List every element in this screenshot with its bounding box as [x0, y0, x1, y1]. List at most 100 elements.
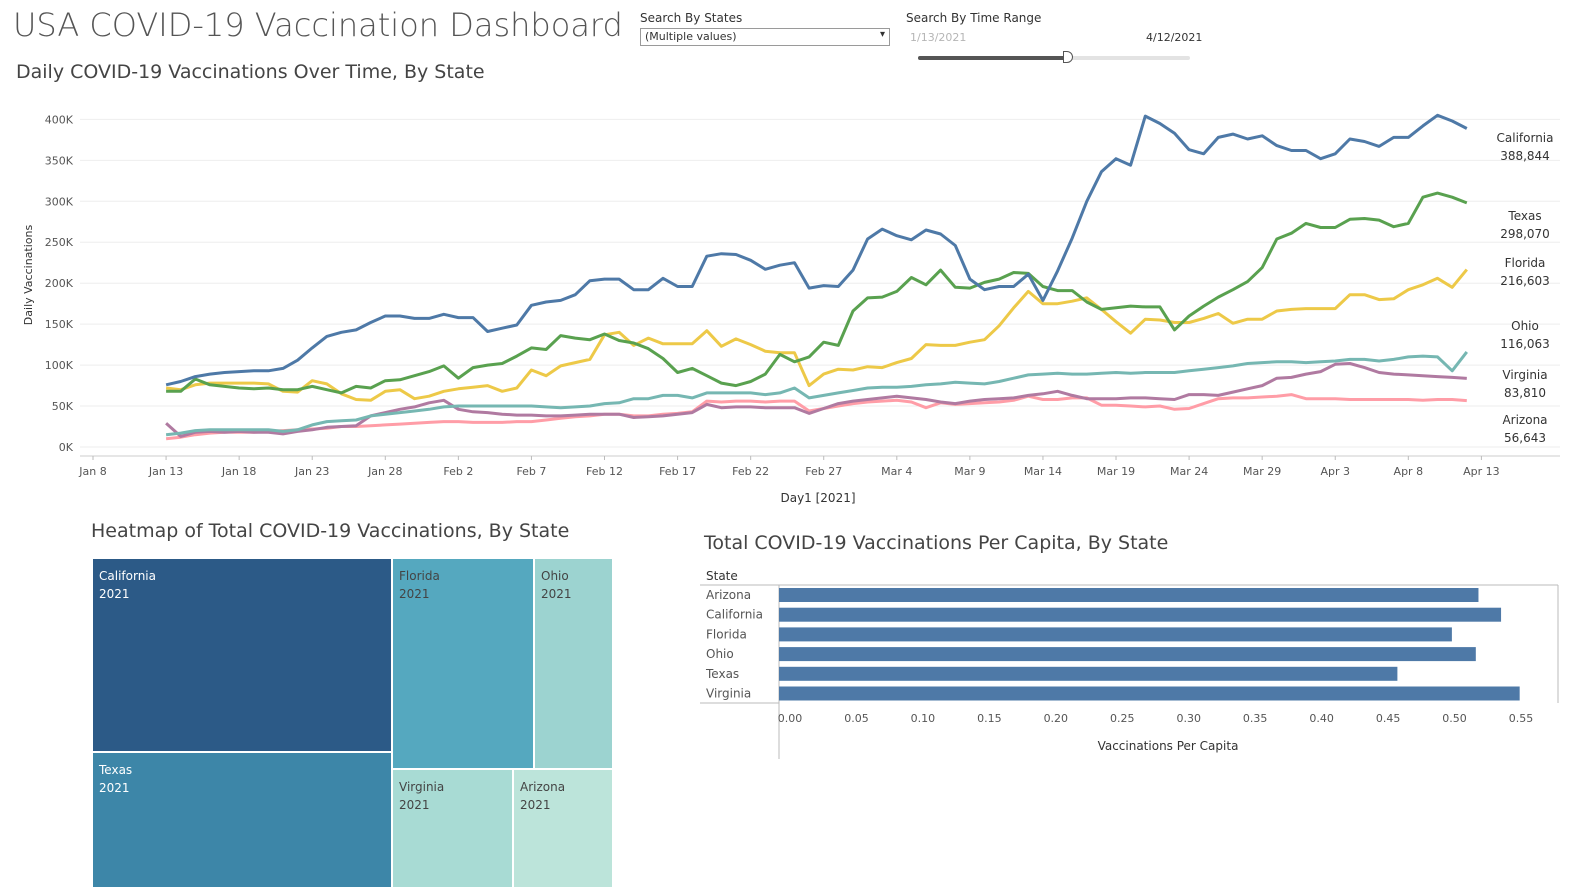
- bar-california[interactable]: [779, 607, 1502, 622]
- states-filter-label: Search By States: [640, 11, 743, 25]
- end-label-value: 83,810: [1504, 386, 1546, 400]
- end-label-value: 298,070: [1500, 227, 1550, 241]
- bar-x-tick: 0.55: [1509, 712, 1534, 725]
- line-chart-y-tick: 0K: [59, 441, 74, 454]
- bar-x-tick: 0.05: [844, 712, 869, 725]
- line-chart-x-tick: Jan 23: [294, 465, 329, 478]
- bar-x-tick: 0.30: [1176, 712, 1201, 725]
- end-label-state: Arizona: [1502, 413, 1547, 427]
- treemap-cell-arizona[interactable]: Arizona 2021: [513, 769, 613, 888]
- end-label-state: Ohio: [1511, 319, 1539, 333]
- end-label-arizona: Arizona 56,643: [1502, 413, 1547, 445]
- line-chart-y-tick: 50K: [52, 400, 74, 413]
- treemap-cell-year: 2021: [99, 587, 130, 601]
- dashboard-title: USA COVID-19 Vaccination Dashboard: [13, 6, 623, 44]
- line-chart-x-tick: Apr 3: [1320, 465, 1350, 478]
- line-chart-x-tick: Jan 28: [367, 465, 402, 478]
- series-line-florida[interactable]: [165, 268, 1468, 402]
- series-line-california[interactable]: [165, 113, 1468, 387]
- bar-x-tick: 0.25: [1110, 712, 1135, 725]
- bar-chart-row-header: State: [706, 569, 738, 583]
- line-chart-y-tick: 200K: [45, 277, 74, 290]
- bar-x-tick: 0.35: [1243, 712, 1268, 725]
- treemap-cell-state: Florida: [399, 569, 440, 583]
- line-chart-x-tick: Mar 14: [1024, 465, 1062, 478]
- treemap-cell-state: Ohio: [541, 569, 569, 583]
- bar-category-label: Virginia: [706, 687, 751, 701]
- end-label-florida: Florida 216,603: [1500, 256, 1550, 288]
- bar-virginia[interactable]: [779, 686, 1520, 701]
- bar-x-tick: 0.45: [1376, 712, 1401, 725]
- bar-category-label: Florida: [706, 627, 747, 641]
- end-label-state: California: [1497, 131, 1554, 145]
- range-end-value: 4/12/2021: [1146, 31, 1203, 44]
- line-chart-x-tick: Mar 4: [881, 465, 912, 478]
- treemap-cell-year: 2021: [520, 798, 551, 812]
- treemap-cell-florida[interactable]: Florida 2021: [392, 558, 534, 769]
- bar-x-tick: 0.15: [977, 712, 1002, 725]
- bar-chart-title: Total COVID-19 Vaccinations Per Capita, …: [704, 532, 1169, 554]
- end-label-state: Virginia: [1502, 368, 1547, 382]
- bar-texas[interactable]: [779, 666, 1398, 681]
- treemap-cell-year: 2021: [399, 587, 430, 601]
- line-chart-y-tick: 300K: [45, 195, 74, 208]
- end-label-texas: Texas 298,070: [1500, 209, 1550, 241]
- time-range-label: Search By Time Range: [906, 11, 1042, 25]
- line-chart-x-tick: Mar 9: [954, 465, 985, 478]
- line-chart-y-tick: 150K: [45, 318, 74, 331]
- line-chart-x-tick: Apr 13: [1463, 465, 1500, 478]
- series-line-texas[interactable]: [166, 191, 1468, 395]
- treemap-cell-state: California: [99, 569, 156, 583]
- treemap-cell-state: Virginia: [399, 780, 445, 794]
- bar-category-label: California: [706, 608, 763, 622]
- line-chart-x-tick: Mar 24: [1170, 465, 1208, 478]
- vaccinations-treemap: California 2021 Texas 2021 Florida 2021 …: [92, 558, 613, 888]
- states-filter-value: (Multiple values): [645, 30, 737, 43]
- line-chart-x-tick: Feb 2: [443, 465, 473, 478]
- line-chart-x-tick: Apr 8: [1394, 465, 1424, 478]
- per-capita-bar-chart: State Arizona California Florida Ohio Texas V…: [700, 569, 1559, 759]
- time-range-slider-handle[interactable]: [1063, 51, 1074, 63]
- bar-x-tick: 0.10: [911, 712, 936, 725]
- series-line-ohio[interactable]: [165, 350, 1468, 437]
- bar-x-tick: 0.20: [1044, 712, 1069, 725]
- treemap-title: Heatmap of Total COVID-19 Vaccinations, …: [91, 520, 570, 542]
- bar-category-label: Arizona: [706, 588, 751, 602]
- line-chart-x-tick: Feb 12: [586, 465, 623, 478]
- line-chart-x-tick: Jan 8: [78, 465, 106, 478]
- line-chart-x-tick: Feb 17: [659, 465, 696, 478]
- bar-category-label: Ohio: [706, 647, 734, 661]
- bar-florida[interactable]: [779, 627, 1452, 642]
- end-label-virginia: Virginia 83,810: [1502, 368, 1547, 400]
- treemap-cell-california[interactable]: California 2021: [92, 558, 392, 752]
- treemap-cell-texas[interactable]: Texas 2021: [92, 752, 392, 888]
- bar-x-tick: 0.50: [1442, 712, 1467, 725]
- bar-chart-x-axis-label: Vaccinations Per Capita: [1098, 739, 1239, 753]
- end-label-value: 56,643: [1504, 431, 1546, 445]
- states-filter-dropdown[interactable]: (Multiple values) ▾: [640, 28, 890, 46]
- time-range-slider-fill: [918, 56, 1071, 60]
- line-chart-x-tick: Jan 18: [221, 465, 256, 478]
- bar-x-tick: 0.00: [778, 712, 803, 725]
- range-start-value: 1/13/2021: [910, 31, 967, 44]
- bar-arizona[interactable]: [779, 588, 1479, 602]
- bar-x-tick: 0.40: [1309, 712, 1334, 725]
- line-chart-x-tick: Feb 7: [516, 465, 546, 478]
- line-chart-y-tick: 350K: [45, 154, 74, 167]
- treemap-cell-year: 2021: [99, 781, 130, 795]
- line-chart-x-tick: Feb 22: [732, 465, 769, 478]
- daily-vaccinations-line-chart: 0K 50K 100K 150K 200K 250K 300K 350K 400K Jan 8 J…: [22, 113, 1560, 505]
- bar-ohio[interactable]: [779, 647, 1476, 662]
- line-chart-x-tick: Mar 19: [1097, 465, 1135, 478]
- treemap-cell-year: 2021: [541, 587, 572, 601]
- line-chart-x-tick: Jan 13: [148, 465, 183, 478]
- end-label-ohio: Ohio 116,063: [1500, 319, 1550, 351]
- treemap-cell-ohio[interactable]: Ohio 2021: [534, 558, 613, 769]
- line-chart-x-axis-label: Day1 [2021]: [780, 491, 855, 505]
- end-label-california: California 388,844: [1497, 131, 1554, 163]
- treemap-cell-state: Arizona: [520, 780, 566, 794]
- bar-category-label: Texas: [705, 667, 739, 681]
- line-chart-y-axis-label: Daily Vaccinations: [22, 225, 35, 326]
- line-chart-x-tick: Mar 29: [1243, 465, 1281, 478]
- treemap-cell-virginia[interactable]: Virginia 2021: [392, 769, 513, 888]
